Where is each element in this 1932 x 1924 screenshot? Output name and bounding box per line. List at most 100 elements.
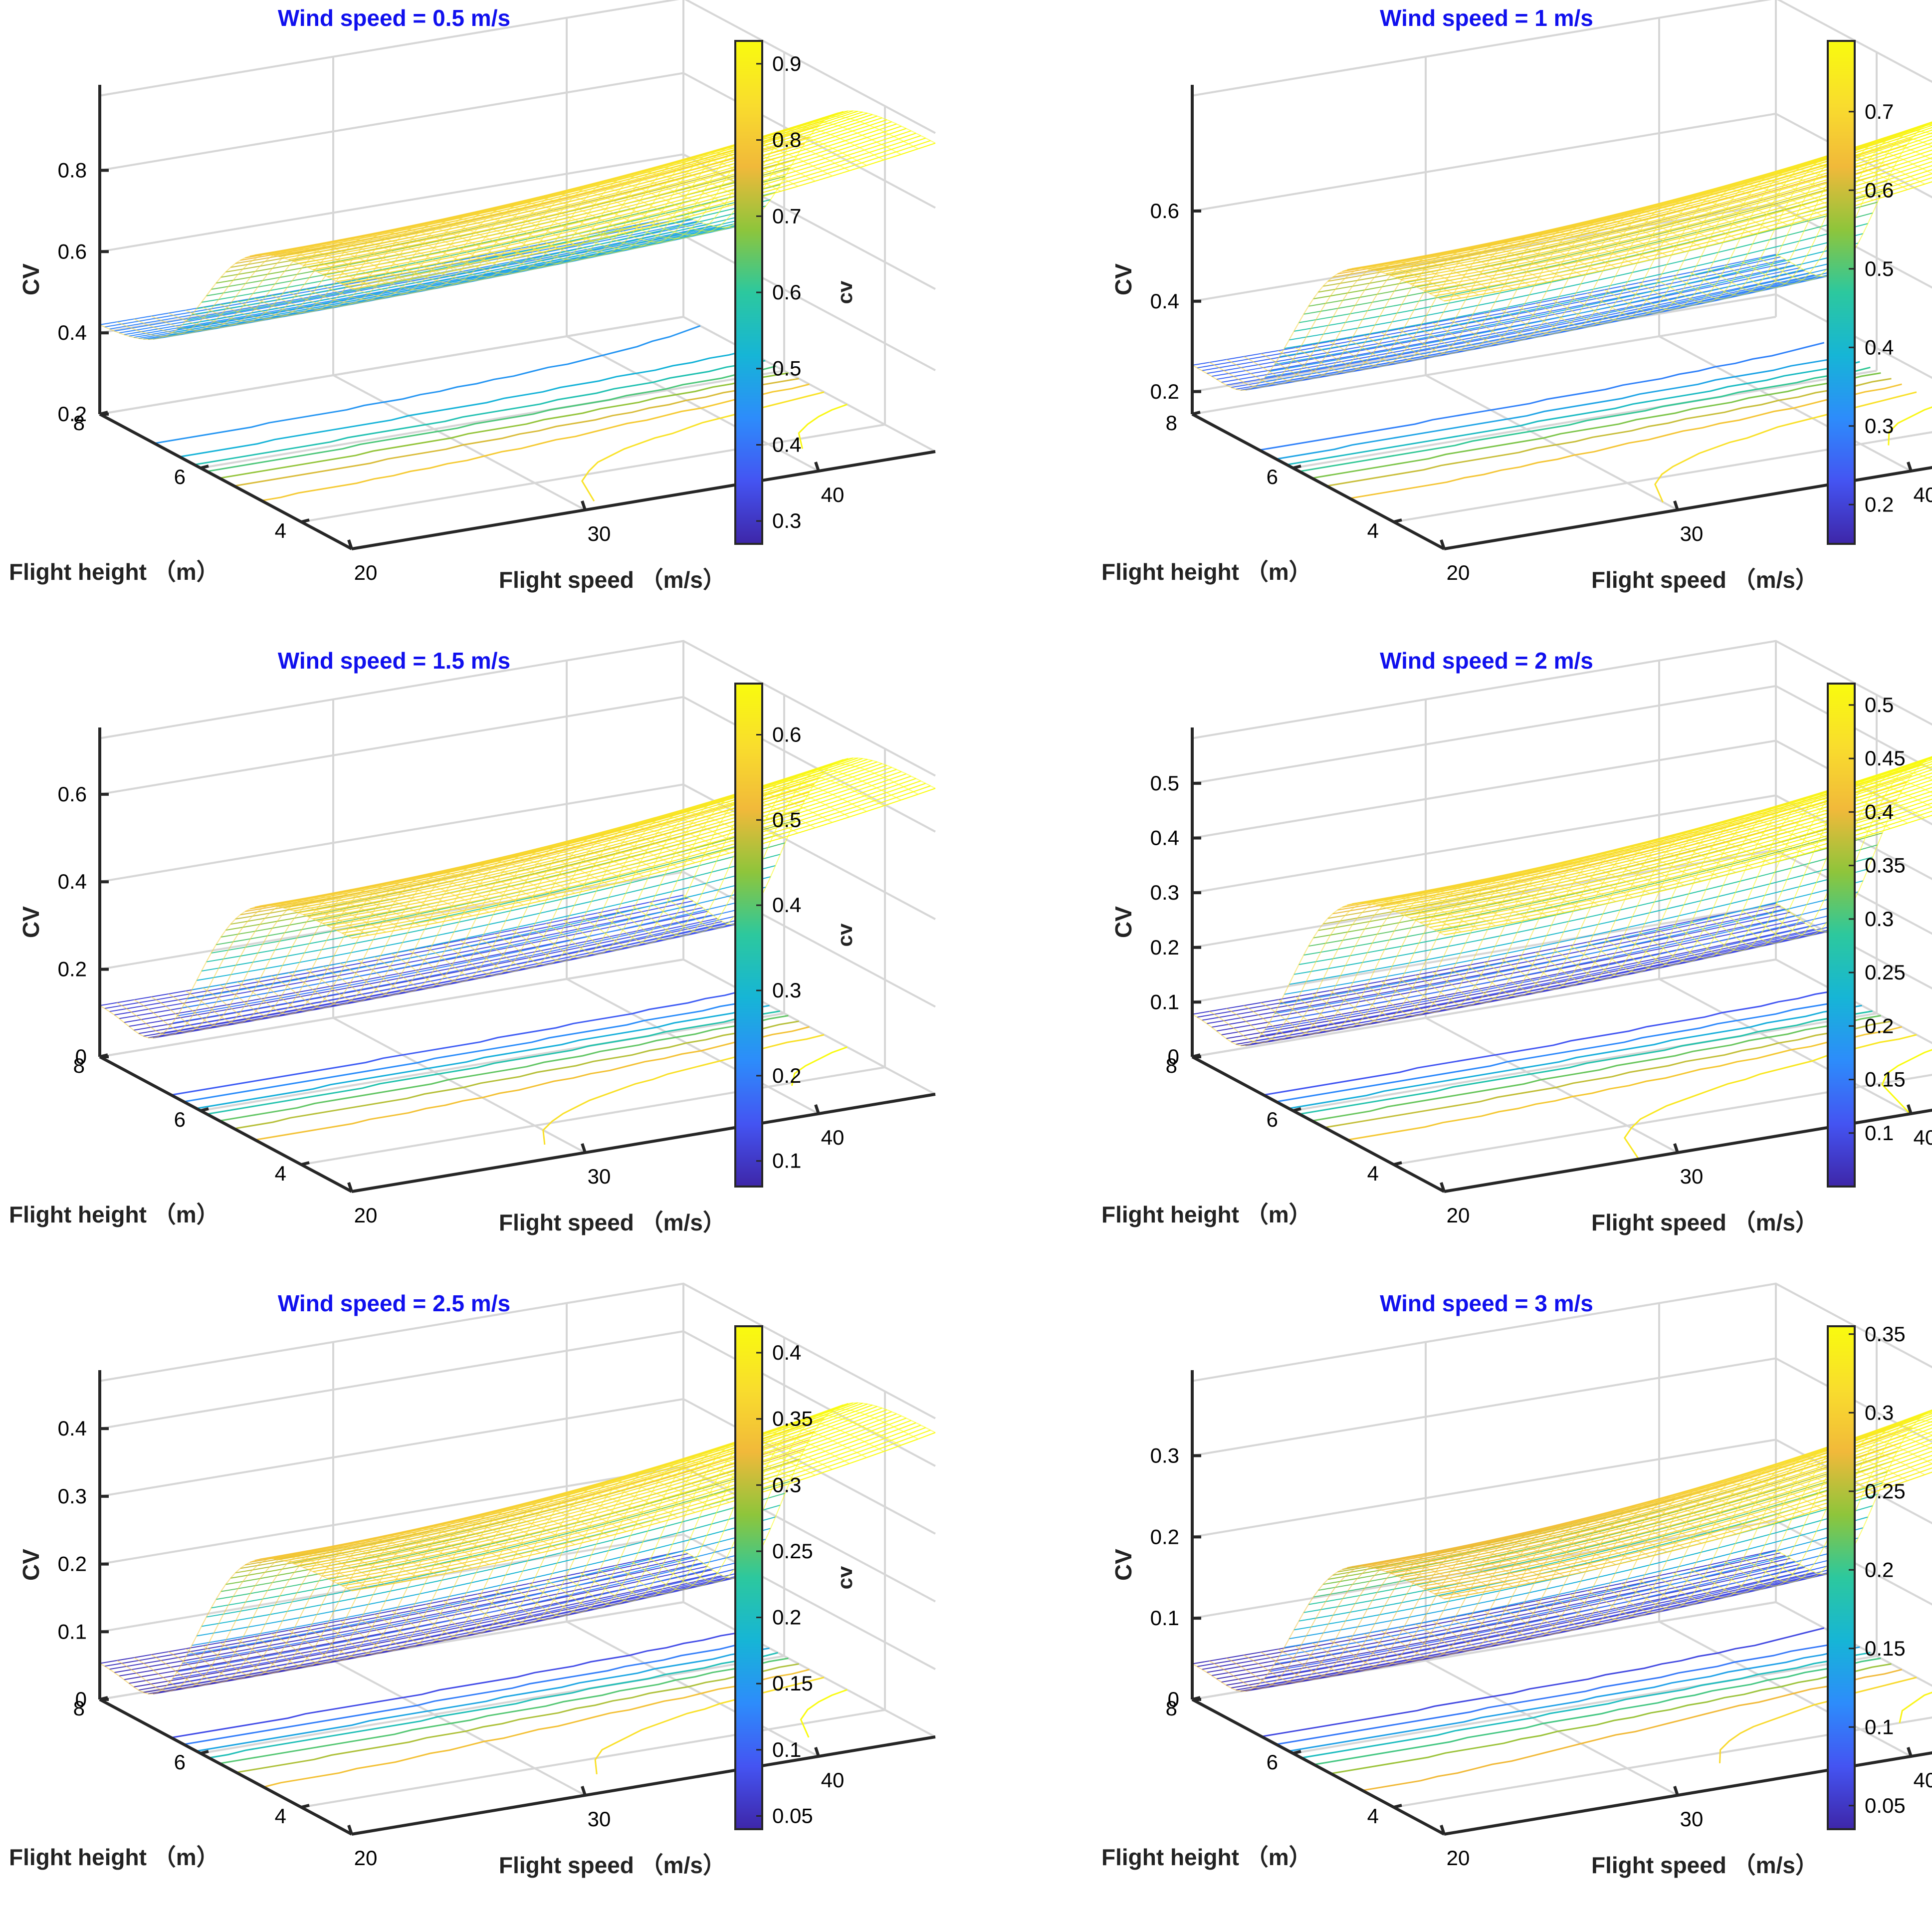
surface-mesh-segment — [236, 962, 253, 965]
surface-mesh-segment — [1202, 368, 1219, 371]
surface-mesh-segment — [1303, 311, 1320, 314]
surface-mesh-segment — [332, 276, 349, 279]
surface-mesh-segment — [1621, 241, 1638, 245]
surface-mesh-segment — [1524, 300, 1541, 304]
surface-mesh-segment — [1333, 314, 1350, 317]
surface-plot-svg: Wind speed = 0.5 m/s0.20.40.60.846820304… — [0, 0, 966, 639]
surface-mesh-segment — [1615, 272, 1632, 276]
contour-line — [219, 373, 789, 479]
surface-mesh-segment — [1633, 260, 1650, 264]
contour-line — [180, 351, 746, 457]
surface-mesh-segment — [1701, 252, 1718, 256]
surface-mesh-segment — [649, 899, 666, 902]
height-axis-label: Flight height （m） — [9, 559, 219, 585]
surface-mesh-segment — [1718, 248, 1735, 252]
surface-mesh-segment — [1472, 276, 1489, 279]
contour-line — [1287, 362, 1860, 465]
surface-mesh-segment — [702, 890, 719, 894]
surface-mesh-segment — [1392, 319, 1409, 322]
surface-mesh-segment — [1581, 280, 1598, 284]
surface-mesh-segment — [663, 908, 680, 912]
surface-mesh-segment — [574, 902, 591, 906]
surface-mesh-segment — [638, 896, 655, 900]
surface-mesh-segment — [1546, 287, 1563, 291]
surface-mesh-segment — [1857, 149, 1874, 155]
surface-mesh-segment — [1577, 269, 1594, 272]
surface-mesh-segment — [442, 922, 459, 926]
surface-mesh-segment — [1714, 236, 1731, 240]
surface-mesh-segment — [1564, 284, 1581, 288]
surface-mesh-segment — [1402, 301, 1419, 305]
surface-mesh-segment — [211, 286, 228, 289]
surface-mesh-segment — [258, 950, 275, 953]
surface-mesh-segment — [501, 927, 518, 931]
surface-mesh-segment — [1214, 362, 1231, 365]
surface-mesh-segment — [287, 953, 304, 956]
surface-mesh-segment — [1338, 305, 1355, 308]
surface-mesh-segment — [1508, 283, 1525, 286]
surface-mesh-segment — [694, 872, 711, 877]
surface-mesh-segment — [163, 1018, 180, 1021]
colorbar-tick-label: 0.3 — [1865, 414, 1894, 438]
surface-mesh-segment — [1662, 270, 1679, 274]
surface-mesh-segment — [1263, 365, 1280, 368]
surface-mesh-segment — [403, 939, 420, 943]
surface-mesh-segment — [300, 959, 317, 962]
surface-mesh-segment — [207, 959, 223, 962]
surface-mesh-segment — [1348, 290, 1365, 293]
speed-tick-label: 40 — [821, 483, 845, 506]
surface-mesh-segment — [146, 1021, 163, 1024]
surface-mesh-segment — [117, 319, 134, 322]
surface-mesh-segment — [1457, 269, 1475, 272]
surface-mesh-segment — [1311, 325, 1328, 328]
grid-line-floor-height — [201, 1013, 784, 1111]
surface-mesh-segment — [521, 239, 538, 243]
surface-mesh-segment — [1628, 278, 1645, 282]
height-axis-label: Flight height （m） — [1101, 559, 1312, 585]
surface-mesh-segment — [200, 1002, 216, 1005]
panel-title: Wind speed = 1 m/s — [1380, 5, 1593, 31]
surface-mesh-segment — [1427, 278, 1444, 281]
surface-mesh-segment — [1564, 275, 1581, 278]
surface-mesh-segment — [302, 927, 319, 930]
surface-mesh-segment — [1736, 234, 1753, 239]
surface-mesh-segment — [598, 910, 615, 913]
surface-mesh-segment — [707, 879, 724, 883]
surface-mesh-segment — [768, 843, 785, 847]
z-tick-label: 0.4 — [58, 321, 87, 344]
surface-mesh-segment — [119, 330, 136, 333]
grid-line-z-level — [100, 960, 935, 1094]
surface-mesh-segment — [1714, 258, 1730, 262]
surface-mesh-segment — [619, 212, 637, 216]
surface-mesh-segment — [1525, 279, 1542, 283]
surface-mesh-segment — [1804, 227, 1821, 231]
surface-mesh-segment — [374, 262, 391, 265]
surface-mesh-segment — [1679, 266, 1696, 270]
surface-mesh-segment — [1604, 286, 1621, 290]
surface-mesh-segment — [645, 912, 662, 916]
surface-mesh-segment — [340, 268, 357, 271]
surface-mesh-segment — [1752, 240, 1770, 244]
surface-mesh-segment — [1326, 300, 1343, 303]
contour-line — [219, 1016, 789, 1121]
surface-mesh-segment — [1611, 261, 1628, 265]
surface-mesh-segment — [285, 987, 302, 990]
surface-mesh-segment — [1746, 260, 1763, 264]
surface-mesh-segment — [625, 912, 642, 915]
surface-mesh-segment — [1680, 245, 1697, 249]
surface-mesh-segment — [1244, 354, 1261, 357]
colorbar-tick-label: 0.8 — [772, 128, 801, 152]
surface-mesh-segment — [282, 962, 299, 965]
surface-mesh-segment — [1308, 303, 1325, 306]
surface-mesh-segment — [1684, 256, 1701, 260]
surface-mesh-segment — [127, 1006, 144, 1009]
surface-mesh-segment — [1365, 287, 1382, 290]
surface-mesh-segment — [659, 905, 676, 908]
colorbar-tick-label: 0.6 — [772, 280, 801, 304]
height-tick-label: 8 — [73, 411, 85, 435]
surface-mesh-segment — [1574, 255, 1592, 259]
surface-mesh-segment — [455, 964, 472, 968]
surface-mesh-segment — [610, 933, 627, 937]
surface-mesh-segment — [604, 904, 621, 908]
surface-mesh-segment — [202, 968, 219, 971]
